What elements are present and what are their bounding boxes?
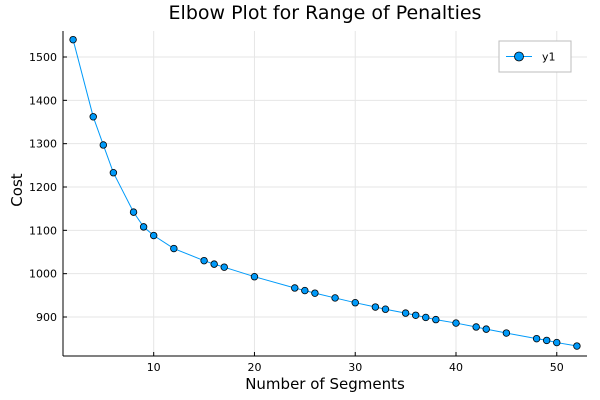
series	[69, 35, 581, 350]
data-point	[351, 299, 359, 307]
data-point	[109, 168, 118, 177]
data-point	[371, 303, 380, 311]
legend: y1	[498, 40, 572, 73]
y-axis-label: Cost	[8, 173, 26, 206]
y-tick-label: 1400	[29, 94, 57, 107]
x-tick-label: 10	[147, 361, 161, 374]
data-point	[401, 309, 410, 317]
data-point	[99, 141, 108, 149]
y-tick-label: 1500	[29, 51, 57, 64]
y-tick-label: 1100	[29, 224, 57, 237]
data-point	[89, 113, 97, 121]
data-point	[291, 284, 299, 292]
axes	[62, 31, 587, 357]
data-point	[311, 289, 319, 297]
data-point	[170, 244, 178, 253]
data-point	[331, 294, 339, 302]
y-tick-label: 1200	[29, 181, 57, 194]
data-point	[250, 273, 259, 281]
chart-title: Elbow Plot for Range of Penalties	[169, 2, 482, 24]
data-point	[422, 313, 430, 322]
data-point	[149, 231, 158, 240]
x-tick-label: 40	[449, 361, 463, 374]
series-line	[72, 39, 578, 347]
data-point	[69, 35, 77, 44]
data-point	[472, 323, 480, 331]
tick-labels: 10 20 30 40 50 900 1000 1100 1200 1300 1400 1500	[29, 51, 564, 374]
data-point	[573, 342, 581, 350]
x-tick-label: 20	[247, 361, 261, 374]
data-point	[210, 260, 218, 268]
data-point	[432, 315, 440, 324]
data-point	[411, 311, 420, 319]
data-point	[482, 325, 490, 333]
data-point	[200, 256, 208, 265]
data-point	[129, 208, 138, 216]
x-tick-label: 50	[550, 361, 564, 374]
data-point	[502, 329, 511, 337]
data-point	[452, 319, 460, 327]
y-tick-label: 1300	[29, 138, 57, 151]
data-point	[301, 286, 309, 295]
data-point	[532, 334, 541, 343]
grid	[63, 31, 587, 356]
data-point	[553, 338, 561, 347]
x-axis-label: Number of Segments	[245, 375, 405, 393]
data-point	[220, 263, 228, 271]
legend-marker	[514, 51, 524, 62]
data-point	[139, 223, 148, 231]
x-tick-label: 30	[348, 361, 362, 374]
data-point	[381, 305, 390, 313]
y-tick-label: 1000	[29, 268, 57, 281]
y-tick-label: 900	[36, 311, 57, 324]
data-point	[542, 336, 551, 345]
legend-label: y1	[542, 51, 556, 64]
